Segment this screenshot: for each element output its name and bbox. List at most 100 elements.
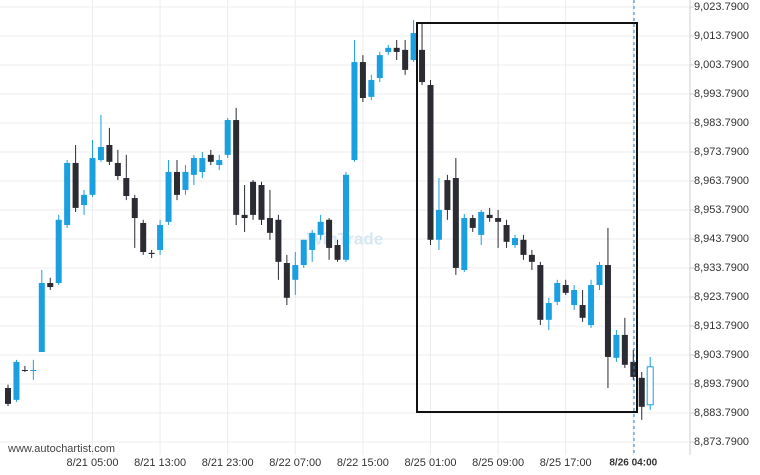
y-tick-label: 8,993.7900 xyxy=(694,88,749,100)
candle-body xyxy=(638,377,645,407)
candle-body xyxy=(528,254,535,262)
candle-body xyxy=(266,218,273,233)
candle-body xyxy=(621,334,628,365)
candle-body xyxy=(646,366,654,406)
x-tick-label: 8/21 23:00 xyxy=(202,457,254,469)
candle-body xyxy=(216,160,223,165)
candle-body xyxy=(148,252,155,255)
candle-body xyxy=(207,154,214,162)
candle-body xyxy=(38,283,45,353)
x-tick-label: 8/25 01:00 xyxy=(405,457,457,469)
candle-body xyxy=(258,184,265,220)
candle-body xyxy=(351,62,358,161)
candle-body xyxy=(131,198,138,219)
candle-body xyxy=(604,265,611,357)
candle-body xyxy=(123,178,130,197)
candle-body xyxy=(461,218,468,270)
candle-body xyxy=(359,62,366,99)
y-tick-label: 8,943.7900 xyxy=(694,233,749,245)
candle-body xyxy=(478,211,485,235)
candle-body xyxy=(190,158,197,175)
candle-body xyxy=(596,265,603,286)
candle-body xyxy=(64,162,71,226)
candle-body xyxy=(444,180,451,210)
candle-body xyxy=(292,265,299,280)
candle-body xyxy=(114,162,121,177)
y-tick-label: 8,883.7900 xyxy=(694,407,749,419)
footer: www.autochartist.com xyxy=(7,443,115,455)
candle-body xyxy=(300,239,307,266)
candle-body xyxy=(562,285,569,293)
candle-body xyxy=(106,144,113,162)
candle-body xyxy=(452,178,459,268)
candle-body xyxy=(317,221,324,235)
candle-body xyxy=(588,285,595,326)
candle-body xyxy=(47,283,54,288)
candle-body xyxy=(5,387,11,404)
y-tick-label: 8,933.7900 xyxy=(694,262,749,274)
candle-body xyxy=(410,33,417,61)
y-tick-label: 8,903.7900 xyxy=(694,349,749,361)
candle-body xyxy=(435,209,442,240)
pattern-box xyxy=(416,22,638,413)
candle-body xyxy=(97,147,104,161)
candle-body xyxy=(571,289,578,306)
candle-body xyxy=(343,174,349,260)
candle-body xyxy=(250,181,257,215)
candles xyxy=(5,20,654,420)
candle-body xyxy=(140,222,147,252)
candle-body xyxy=(402,49,409,70)
candle-body xyxy=(520,239,527,255)
y-tick-label: 9,003.7900 xyxy=(694,59,749,71)
x-tick-label: 8/21 13:00 xyxy=(134,457,186,469)
candle-body xyxy=(393,47,400,52)
candle-body xyxy=(545,303,552,320)
candle-body xyxy=(224,120,231,155)
y-tick-label: 9,023.7900 xyxy=(694,1,749,13)
candle-body xyxy=(309,232,316,250)
candle-body xyxy=(630,361,637,377)
x-tick-label: 8/25 09:00 xyxy=(472,457,524,469)
y-tick-label: 8,893.7900 xyxy=(694,378,749,390)
candle-body xyxy=(174,171,180,195)
candle-body xyxy=(283,263,290,298)
candle-body xyxy=(233,120,240,215)
y-tick-label: 8,953.7900 xyxy=(694,204,749,216)
candle-body xyxy=(427,84,434,240)
candle-body xyxy=(241,214,248,219)
candle-body xyxy=(419,49,426,83)
y-tick-label: 9,013.7900 xyxy=(694,30,749,42)
candle-body xyxy=(512,238,518,246)
candle-body xyxy=(157,225,164,250)
candle-body xyxy=(486,214,493,219)
candle-body xyxy=(30,369,37,371)
candle-body xyxy=(334,245,341,260)
candle-body xyxy=(376,55,383,79)
candle-body xyxy=(275,219,282,262)
y-tick-label: 8,973.7900 xyxy=(694,146,749,158)
candle-body xyxy=(613,334,620,358)
x-tick-label: 8/26 04:00 xyxy=(609,458,657,469)
candle-body xyxy=(503,225,510,242)
y-tick-label: 8,963.7900 xyxy=(694,175,749,187)
candle-body xyxy=(368,80,375,97)
candle-body xyxy=(326,219,333,248)
candle-body xyxy=(72,162,79,208)
x-tick-label: 8/22 07:00 xyxy=(269,457,321,469)
y-tick-label: 8,923.7900 xyxy=(694,291,749,303)
candle-body xyxy=(579,305,586,318)
candle-body xyxy=(55,219,62,284)
candle-body xyxy=(537,265,544,320)
candle-body xyxy=(89,158,96,195)
candle-body xyxy=(199,158,206,172)
candle-body xyxy=(81,194,88,206)
x-tick-label: 8/21 05:00 xyxy=(67,457,119,469)
candle-body xyxy=(385,47,392,52)
candle-body xyxy=(495,218,502,222)
x-tick-label: 8/25 17:00 xyxy=(540,457,592,469)
candle-body xyxy=(469,218,476,228)
candle-body xyxy=(13,361,20,400)
candle-body xyxy=(554,283,561,302)
candle-body xyxy=(21,369,28,371)
